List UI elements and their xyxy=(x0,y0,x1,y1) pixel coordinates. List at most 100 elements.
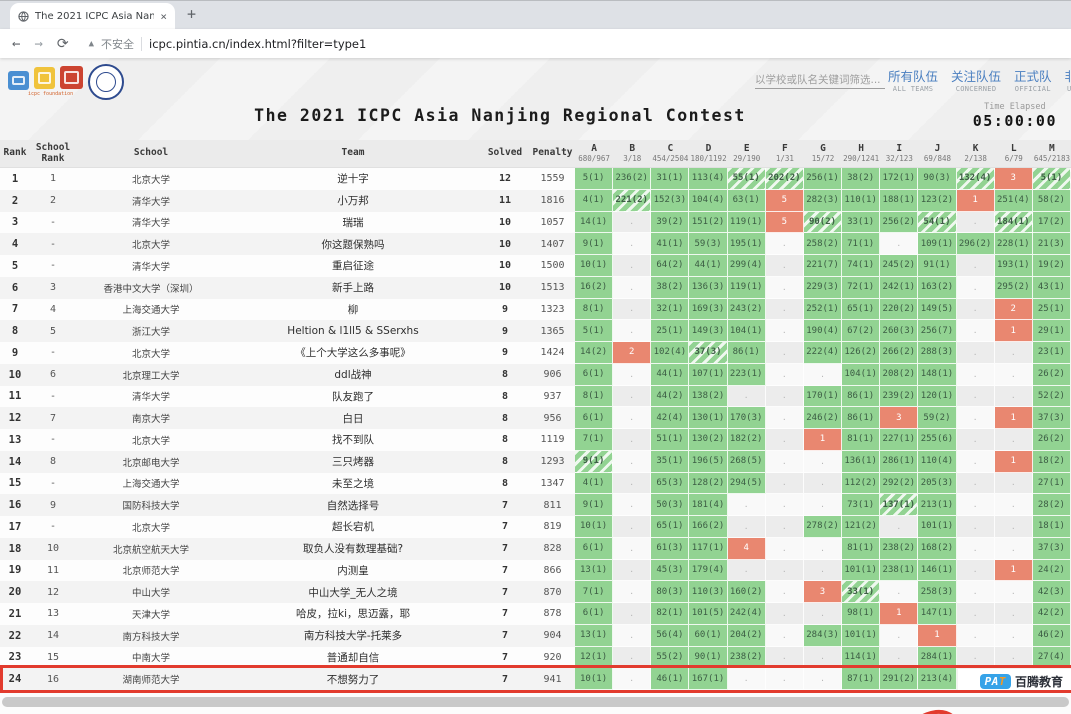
filter-tab-2[interactable]: 正式队 OFFICIAL xyxy=(1014,66,1052,93)
problem-cell-K: . xyxy=(956,646,995,669)
problem-cell-C: 44(1) xyxy=(651,363,690,386)
problem-cell-J: 148(1) xyxy=(918,363,957,386)
problem-cell-E: 299(4) xyxy=(727,255,766,277)
problem-cell-I: 238(2) xyxy=(880,537,919,560)
problem-cell-K: . xyxy=(956,603,995,625)
url-field[interactable]: ▲ 不安全 icpc.pintia.cn/index.html?filter=t… xyxy=(89,36,367,52)
team-cell: ddl战神 xyxy=(334,369,372,382)
search-input[interactable] xyxy=(755,72,885,89)
problem-cell-A: 10(1) xyxy=(575,255,614,277)
browser-tab[interactable]: The 2021 ICPC Asia Nanjing R × xyxy=(10,3,175,29)
problem-cell-F: 5 xyxy=(765,211,804,234)
problem-cell-L: 295(2) xyxy=(994,276,1033,299)
problem-cell-I: 242(1) xyxy=(880,276,919,299)
problem-cell-L: . xyxy=(994,429,1033,451)
forward-icon[interactable]: → xyxy=(34,35,43,52)
problem-cell-H: 87(1) xyxy=(842,668,881,690)
problem-cell-C: 31(1) xyxy=(651,168,690,190)
table-row: 5- 清华大学 重启征途 10 1500 10(1). 64(2) 44(1) 299(4). 2… xyxy=(0,255,1071,277)
problem-cell-J: 256(7) xyxy=(918,320,957,342)
horizontal-scrollbar[interactable] xyxy=(2,697,1069,707)
team-cell: 柳 xyxy=(347,303,359,316)
problem-cell-E: 268(5) xyxy=(727,450,766,473)
problem-cell-A: 4(1) xyxy=(575,189,614,212)
new-tab-button[interactable]: + xyxy=(187,5,197,23)
filter-tab-zh-label: 关注队伍 xyxy=(951,69,1002,84)
table-row: 3- 清华大学 瑞瑞 10 1057 14(1). 39(2) 151(2) 119(1) 5 90… xyxy=(0,211,1071,234)
problem-cell-K: 132(4) xyxy=(956,168,995,190)
problem-cell-J: 54(1) xyxy=(918,211,957,234)
filter-tab-1[interactable]: 关注队伍 CONCERNED xyxy=(951,66,1001,93)
problem-cell-G: . xyxy=(803,363,843,386)
problem-cell-K: . xyxy=(956,385,995,408)
problem-cell-K: . xyxy=(956,211,995,234)
problem-cell-I: 172(1) xyxy=(880,168,919,190)
penalty-cell: 1816 xyxy=(540,195,565,207)
url-text: icpc.pintia.cn/index.html?filter=type1 xyxy=(149,36,367,51)
problem-cell-I: 227(1) xyxy=(880,429,919,451)
problem-cell-B: . xyxy=(613,603,652,625)
penalty-cell: 870 xyxy=(543,586,562,598)
problem-cell-F: . xyxy=(765,276,804,299)
problem-cell-H: 104(1) xyxy=(842,363,881,386)
problem-cell-L: 1 xyxy=(994,450,1033,473)
problem-cell-K: . xyxy=(956,516,995,538)
problem-cell-B: . xyxy=(613,233,652,255)
problem-cell-M: 27(1) xyxy=(1032,472,1071,495)
team-cell: 找不到队 xyxy=(332,434,374,447)
problem-cell-F: . xyxy=(765,516,804,538)
table-row: 13- 北京大学 找不到队 8 1119 7(1). 51(1) 130(2) 182(2). 1… xyxy=(0,429,1071,451)
penalty-cell: 819 xyxy=(543,521,562,533)
penalty-cell: 1407 xyxy=(540,238,565,250)
solved-cell: 7 xyxy=(501,630,509,642)
problem-cell-B: . xyxy=(613,450,652,473)
problem-cell-B: . xyxy=(613,559,652,582)
problem-cell-L: . xyxy=(994,472,1033,495)
problem-cell-F: . xyxy=(765,537,804,560)
table-row: 10 6 北京理工大学 ddl战神 8 906 6(1). 44(1) 107(1) 223(1)… xyxy=(0,363,1071,386)
problem-cell-E: 182(2) xyxy=(727,429,766,451)
school-rank-cell: 10 xyxy=(46,543,60,555)
problem-cell-E: 63(1) xyxy=(727,189,766,212)
problem-cell-I: . xyxy=(880,516,919,538)
team-cell: 自然选择号 xyxy=(326,499,380,512)
team-cell: 小万邦 xyxy=(337,195,369,208)
filter-tab-0[interactable]: 所有队伍 ALL TEAMS xyxy=(888,66,938,93)
problem-cell-F: . xyxy=(765,233,804,255)
solved-cell: 7 xyxy=(501,499,509,511)
penalty-cell: 920 xyxy=(543,651,562,663)
problem-cell-K: . xyxy=(956,537,995,560)
rank-cell: 4 xyxy=(11,238,19,251)
reload-icon[interactable]: ⟳ xyxy=(56,35,69,52)
problem-cell-E: 238(2) xyxy=(727,646,766,669)
problem-cell-H: 126(2) xyxy=(842,342,881,364)
school-cell: 北京大学 xyxy=(131,348,170,360)
penalty-cell: 811 xyxy=(543,499,562,511)
header-problem-ratio: 29/190 xyxy=(733,153,761,163)
school-cell: 上海交通大学 xyxy=(122,479,180,491)
problem-cell-G: . xyxy=(803,646,843,669)
team-cell: Heltion & l1ll5 & SSerxhs xyxy=(287,325,419,338)
problem-cell-L: 251(4) xyxy=(994,189,1033,212)
solved-cell: 8 xyxy=(501,390,509,402)
tab-close-icon[interactable]: × xyxy=(160,9,167,23)
problem-cell-G: 221(7) xyxy=(803,255,843,277)
table-row: 9 - 北京大学 《上个大学这么多事呢》 9 1424 14(2) 2 102(4) 37(3) 8… xyxy=(0,342,1071,364)
team-cell: 哈皮，拉ki，思迈露，耶 xyxy=(296,608,410,621)
filter-tab-3[interactable]: 非正式队UNOFFICIAL xyxy=(1065,66,1071,93)
header-problem-ratio: 454/2504 xyxy=(652,153,689,163)
header-rank: Rank xyxy=(3,147,27,159)
problem-cell-H: 74(1) xyxy=(842,255,881,277)
solved-cell: 7 xyxy=(501,586,509,598)
header-problem-ratio: 69/848 xyxy=(923,153,951,163)
problem-cell-K: . xyxy=(956,320,995,342)
team-cell: 取负人没有数理基础? xyxy=(302,543,404,556)
problem-cell-G: 170(1) xyxy=(803,385,843,408)
school-rank-cell: 5 xyxy=(49,325,57,337)
penalty-cell: 1365 xyxy=(540,325,565,337)
problem-cell-K: . xyxy=(956,559,995,582)
back-icon[interactable]: ← xyxy=(12,35,21,52)
problem-cell-D: 60(1) xyxy=(689,624,728,647)
pat-badge-icon: PAT xyxy=(979,673,1011,689)
problem-cell-C: 102(4) xyxy=(651,342,690,364)
